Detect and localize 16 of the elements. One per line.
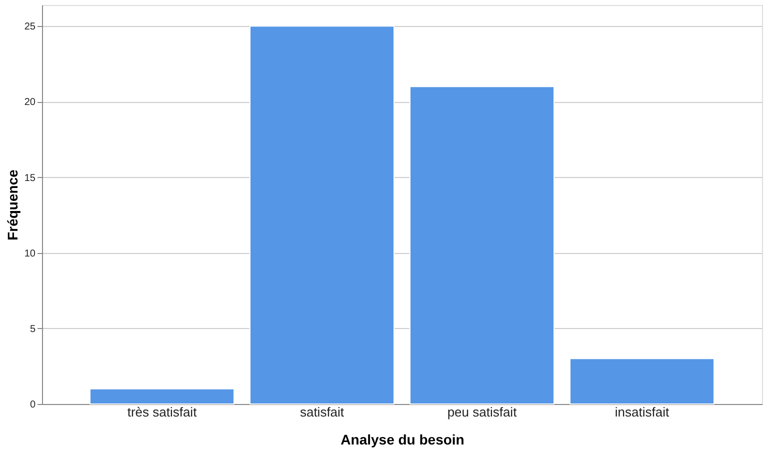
y-tick-label: 25: [24, 22, 36, 33]
x-tick-label: insatisfait: [614, 404, 670, 420]
x-tick-label: satisfait: [300, 404, 344, 420]
x-tick-label: peu satisfait: [447, 404, 518, 420]
y-tick-label: 10: [24, 248, 36, 260]
bar: [570, 358, 714, 404]
y-tick-label: 15: [24, 172, 36, 184]
x-tick-label: très satisfait: [127, 404, 198, 420]
y-axis-title: Fréquence: [4, 169, 20, 240]
y-tick-label: 5: [30, 324, 36, 335]
x-axis-title: Analyse du besoin: [340, 432, 464, 448]
y-tick-label: 0: [30, 400, 36, 410]
bar: [410, 86, 554, 404]
bar: [250, 26, 394, 404]
y-tick-label: 20: [24, 97, 36, 108]
bar: [90, 388, 234, 404]
